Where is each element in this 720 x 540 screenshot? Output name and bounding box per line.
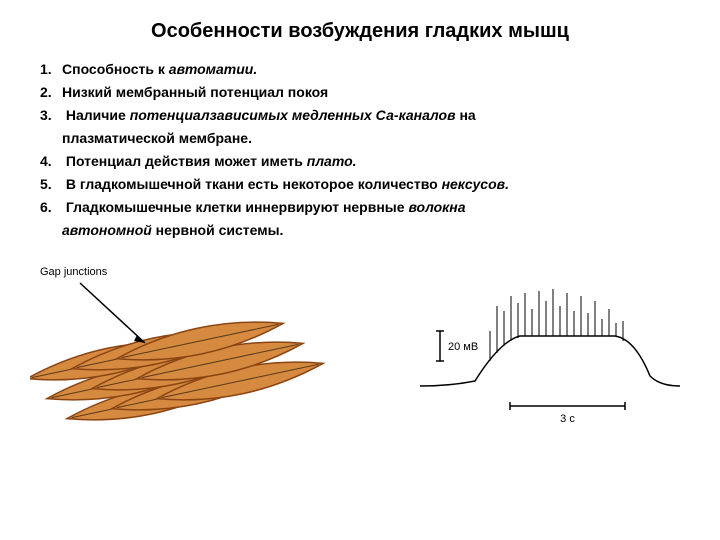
diagrams-row: Gap junctions 20 мВ 3 с	[30, 271, 690, 446]
smooth-muscle-cells-svg	[30, 271, 350, 441]
svg-text:20 мВ: 20 мВ	[448, 341, 478, 353]
list-item: 3. Наличие потенциалзависимых медленных …	[40, 105, 690, 126]
page-title: Особенности возбуждения гладких мышц	[30, 20, 690, 43]
feature-list: 1.Способность к автоматии.2.Низкий мембр…	[40, 59, 690, 241]
potential-graph: 20 мВ 3 с	[390, 281, 690, 436]
svg-text:3 с: 3 с	[560, 413, 575, 425]
list-item: автономной нервной системы.	[40, 220, 690, 241]
gap-junctions-label: Gap junctions	[40, 266, 107, 278]
list-item: 1.Способность к автоматии.	[40, 59, 690, 80]
list-item: 6. Гладкомышечные клетки иннервируют нер…	[40, 197, 690, 218]
list-item: плазматической мембране.	[40, 128, 690, 149]
potential-graph-svg: 20 мВ 3 с	[390, 281, 690, 431]
list-item: 2.Низкий мембранный потенциал покоя	[40, 82, 690, 103]
cell-diagram: Gap junctions	[30, 271, 350, 446]
list-item: 4. Потенциал действия может иметь плато.	[40, 151, 690, 172]
list-item: 5. В гладкомышечной ткани есть некоторое…	[40, 174, 690, 195]
